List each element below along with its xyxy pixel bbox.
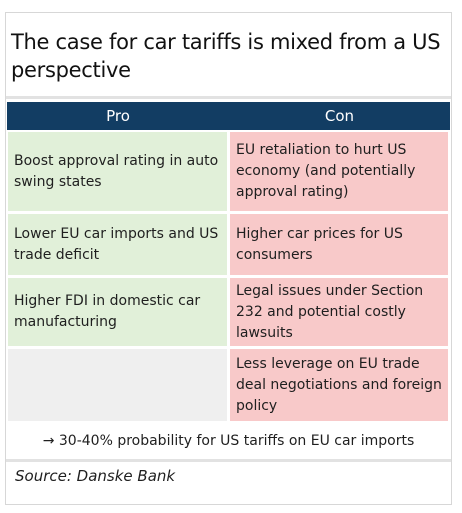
con-cell-2: Higher car prices for US consumers (230, 214, 448, 275)
pro-cell-3: Higher FDI in domestic car manufacturing (8, 278, 227, 346)
con-text-4: Less leverage on EU trade deal negotiati… (236, 355, 442, 414)
pro-cell-2: Lower EU car imports and US trade defici… (8, 214, 227, 275)
pro-text-2: Lower EU car imports and US trade defici… (14, 225, 219, 263)
con-text-2: Higher car prices for US consumers (236, 225, 403, 263)
con-cell-1: EU retaliation to hurt US economy (and p… (230, 132, 448, 211)
source-note: Source: Danske Bank (15, 467, 176, 485)
con-text-3: Legal issues under Section 232 and poten… (236, 282, 424, 341)
pro-cell-1: Boost approval rating in auto swing stat… (8, 132, 227, 211)
header-pro: Pro (7, 102, 229, 130)
pro-text-3: Higher FDI in domestic car manufacturing (14, 293, 201, 330)
pro-cell-4 (8, 349, 227, 421)
header-con: Con (229, 102, 450, 130)
conclusion-text: → 30-40% probability for US tariffs on E… (42, 433, 415, 449)
page-title: The case for car tariffs is mixed from a… (11, 30, 441, 82)
con-text-1: EU retaliation to hurt US economy (and p… (236, 142, 416, 200)
pro-text-1: Boost approval rating in auto swing stat… (14, 152, 219, 190)
con-cell-4: Less leverage on EU trade deal negotiati… (230, 349, 448, 421)
title-divider (6, 96, 451, 99)
con-cell-3: Legal issues under Section 232 and poten… (230, 278, 448, 346)
conclusion-divider (6, 459, 451, 462)
